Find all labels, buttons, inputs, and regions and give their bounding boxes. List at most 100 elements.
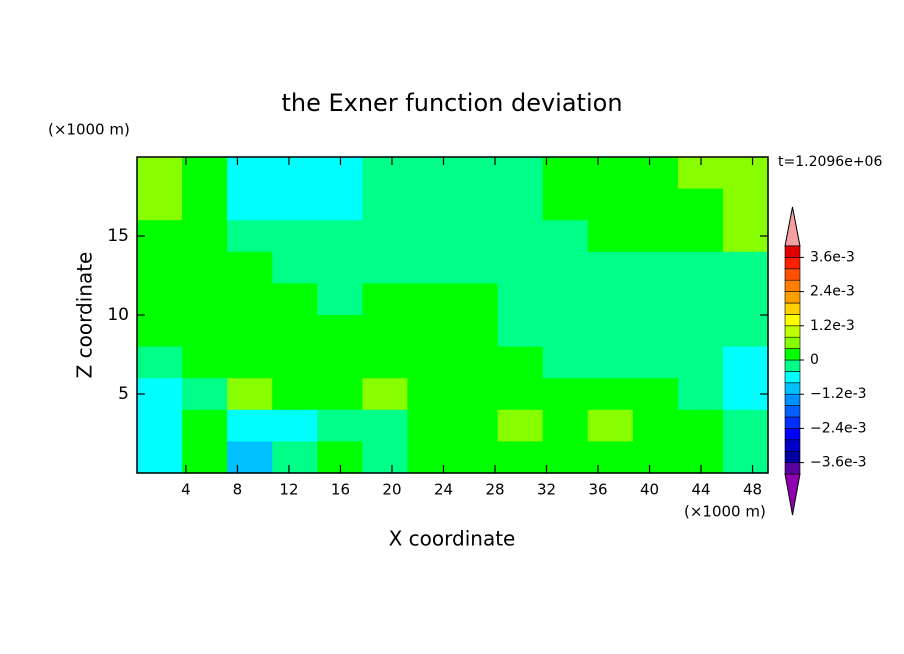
- contour-cell: [587, 409, 634, 442]
- colorbar-tick-label: −3.6e-3: [810, 455, 867, 471]
- contour-cell: [632, 409, 679, 442]
- contour-cell: [722, 409, 769, 442]
- contour-cell: [182, 315, 228, 348]
- contour-cell: [587, 283, 634, 316]
- contour-cell: [497, 283, 544, 316]
- contour-field: [137, 157, 769, 474]
- colorbar-box: [784, 348, 801, 361]
- colorbar-tick-label: −1.2e-3: [810, 386, 867, 402]
- y-axis-label: Z coordinate: [73, 252, 97, 379]
- contour-cell: [362, 220, 409, 253]
- contour-cell: [452, 251, 499, 284]
- contour-cell: [272, 188, 318, 221]
- colorbar-tick-label: 2.4e-3: [810, 284, 855, 300]
- contour-cell: [677, 188, 724, 221]
- colorbar-tick-label: 3.6e-3: [810, 249, 855, 265]
- contour-cell: [587, 441, 634, 474]
- contour-cell: [677, 283, 724, 316]
- contour-cell: [137, 157, 183, 190]
- contour-cell: [497, 441, 544, 474]
- x-unit: (×1000 m): [684, 503, 766, 521]
- contour-cell: [452, 188, 499, 221]
- contour-cell: [362, 378, 409, 411]
- contour-cell: [317, 346, 363, 379]
- contour-cell: [272, 378, 318, 411]
- contour-cell: [272, 441, 318, 474]
- contour-cell: [542, 378, 589, 411]
- y-tick-label: 10: [107, 305, 129, 325]
- contour-cell: [542, 157, 589, 190]
- contour-cell: [452, 283, 499, 316]
- x-tick-label: 28: [485, 481, 504, 499]
- contour-cell: [722, 441, 769, 474]
- contour-cell: [587, 157, 634, 190]
- colorbar-tick-label: 0: [810, 352, 819, 368]
- contour-cell: [137, 251, 183, 284]
- contour-cell: [407, 315, 454, 348]
- colorbar-box: [784, 325, 801, 338]
- y-unit: (×1000 m): [48, 121, 130, 139]
- contour-cell: [632, 378, 679, 411]
- contour-cell: [497, 378, 544, 411]
- colorbar-box: [784, 371, 801, 384]
- x-tick-label: 48: [743, 481, 762, 499]
- contour-cell: [272, 346, 318, 379]
- contour-cell: [227, 283, 273, 316]
- x-tick-label: 8: [233, 481, 243, 499]
- colorbar-box: [784, 279, 801, 292]
- contour-cell: [407, 157, 454, 190]
- colorbar-box: [784, 314, 801, 327]
- colorbar-box: [784, 268, 801, 281]
- contour-cell: [497, 220, 544, 253]
- contour-cell: [452, 315, 499, 348]
- contour-cell: [362, 188, 409, 221]
- contour-cell: [677, 346, 724, 379]
- colorbar-box: [784, 245, 801, 258]
- contour-cell: [587, 188, 634, 221]
- contour-cell: [722, 346, 769, 379]
- contour-cell: [317, 378, 363, 411]
- contour-cell: [317, 251, 363, 284]
- contour-cell: [137, 441, 183, 474]
- colorbar-tick-label: −2.4e-3: [810, 420, 867, 436]
- contour-cell: [677, 409, 724, 442]
- contour-cell: [407, 346, 454, 379]
- colorbar-box: [784, 416, 801, 429]
- contour-cell: [137, 188, 183, 221]
- contour-cell: [227, 157, 273, 190]
- contour-cell: [182, 441, 228, 474]
- contour-cell: [632, 251, 679, 284]
- contour-cell: [317, 315, 363, 348]
- chart-title: the Exner function deviation: [281, 89, 622, 117]
- contour-cell: [497, 346, 544, 379]
- contour-cell: [497, 251, 544, 284]
- contour-cell: [542, 315, 589, 348]
- contour-cell: [137, 409, 183, 442]
- contour-cell: [632, 315, 679, 348]
- contour-cell: [452, 346, 499, 379]
- contour-cell: [182, 251, 228, 284]
- contour-cell: [677, 378, 724, 411]
- contour-cell: [272, 283, 318, 316]
- contour-cell: [227, 188, 273, 221]
- x-tick-label: 16: [331, 481, 350, 499]
- colorbar-box: [784, 359, 801, 372]
- contour-cell: [587, 220, 634, 253]
- contour-cell: [317, 409, 363, 442]
- contour-cell: [137, 283, 183, 316]
- contour-cell: [362, 251, 409, 284]
- contour-cell: [452, 409, 499, 442]
- contour-cell: [317, 188, 363, 221]
- contour-cell: [407, 251, 454, 284]
- contour-cell: [452, 157, 499, 190]
- contour-cell: [317, 220, 363, 253]
- contour-cell: [227, 315, 273, 348]
- contour-cell: [497, 315, 544, 348]
- x-tick-label: 32: [537, 481, 556, 499]
- contour-cell: [722, 157, 769, 190]
- contour-cell: [182, 378, 228, 411]
- contour-cell: [362, 346, 409, 379]
- contour-cell: [362, 441, 409, 474]
- x-tick-label: 44: [691, 481, 710, 499]
